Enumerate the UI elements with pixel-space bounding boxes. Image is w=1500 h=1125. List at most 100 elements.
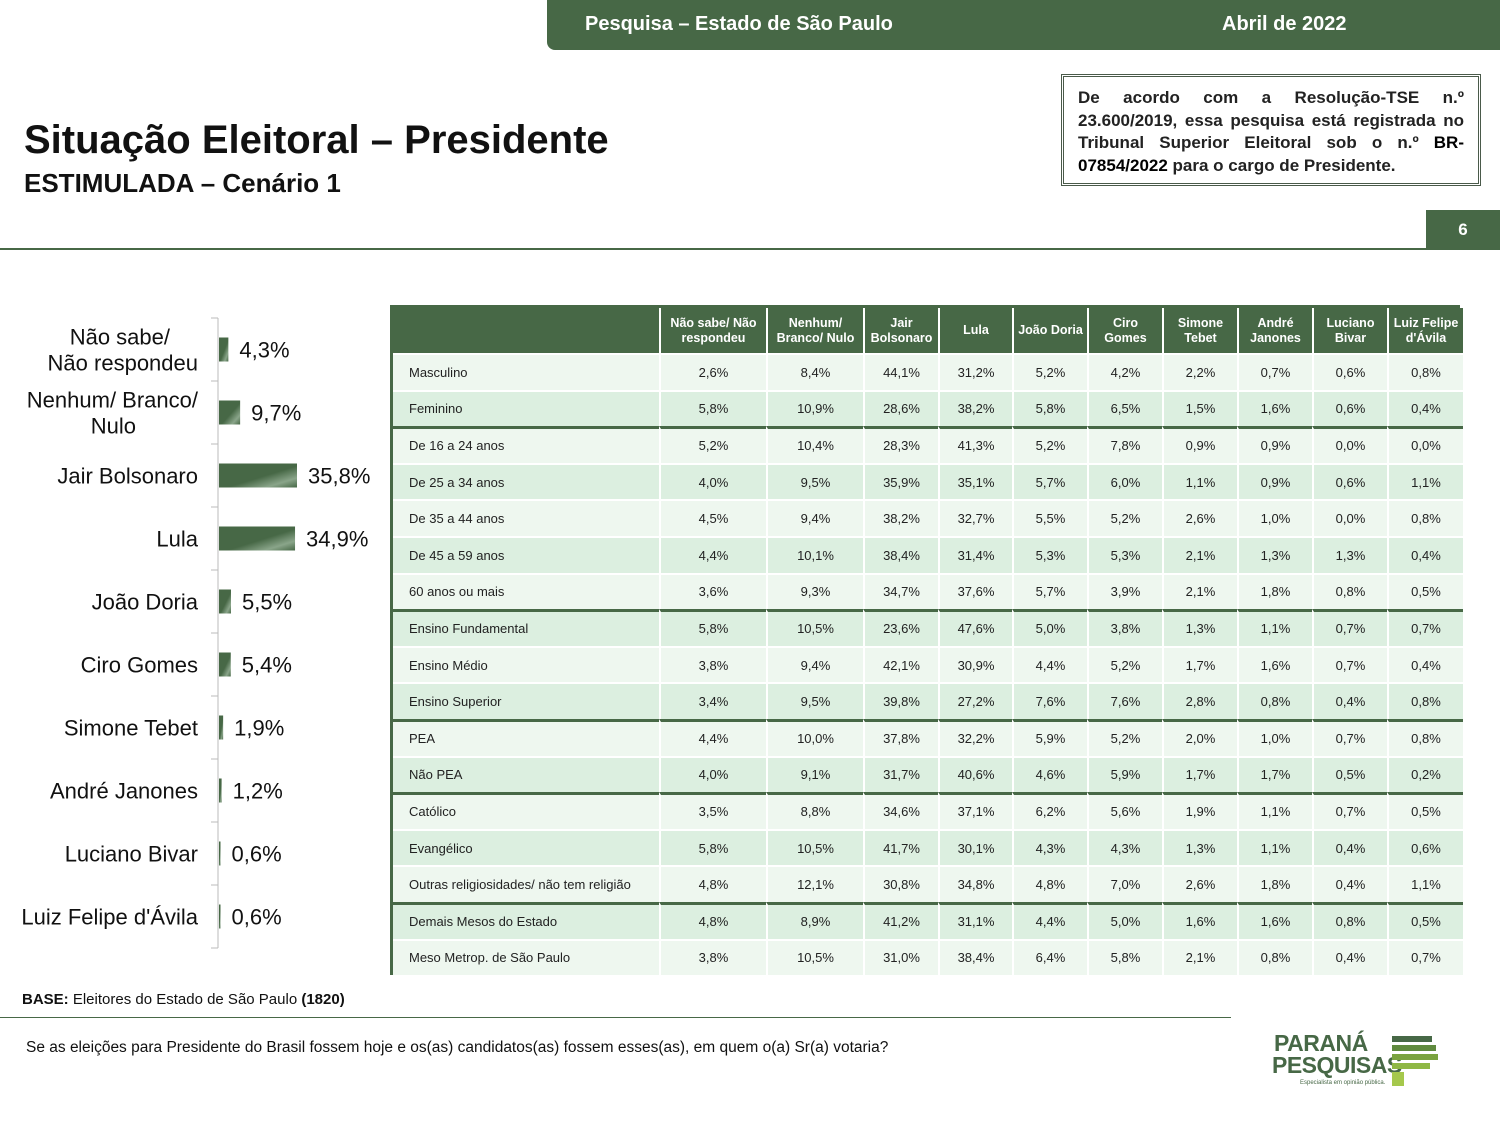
table-cell: 5,3% [1012,535,1087,573]
column-header-line: Nenhum/ [788,315,843,330]
table-cell: 7,0% [1087,865,1162,902]
survey-title: Pesquisa – Estado de São Paulo [585,13,893,35]
table-cell: 32,7% [938,499,1012,536]
table-cell: 35,9% [863,462,938,500]
chart-value-label: 35,8% [308,464,370,489]
column-header-line: respondeu [681,330,746,345]
table-cell: 41,7% [863,828,938,866]
table-cell: 0,8% [1237,938,1312,976]
column-header-line: Bolsonaro [870,330,933,345]
table-cell: 5,2% [1087,499,1162,536]
table-cell: 1,1% [1387,865,1463,902]
table-cell: 47,6% [938,609,1012,646]
row-label: 60 anos ou mais [393,572,659,610]
chart-category-label: Nenhum/ Branco/ [27,388,199,413]
table-cell: 1,3% [1237,535,1312,573]
table-cell: 1,5% [1162,389,1237,427]
page-title: Situação Eleitoral – Presidente [24,118,609,162]
table-cell: 5,8% [1087,938,1162,976]
table-cell: 0,4% [1387,389,1463,427]
table-cell: 5,2% [1012,426,1087,463]
table-row: Outras religiosidades/ não tem religião 4… [393,865,1463,902]
table-cell: 4,8% [659,901,766,939]
table-cell: 10,9% [766,389,863,427]
table-cell: 1,1% [1237,609,1312,646]
table-cell: 34,6% [863,792,938,829]
chart-value-label: 0,6% [232,842,282,867]
table-cell: 31,4% [938,535,1012,573]
column-header-line: Não sabe/ Não [670,315,757,330]
logo-line-2: PESQUISAS [1272,1052,1402,1078]
table-cell: 3,8% [1087,609,1162,646]
table-cell: 6,5% [1087,389,1162,427]
table-cell: 1,7% [1237,755,1312,793]
chart-category-label: Lula [156,527,198,552]
table-cell: 1,8% [1237,572,1312,610]
column-header-line: Luciano [1326,315,1375,330]
tse-text-1: De acordo com a Resolução-TSE n.º 23.600… [1078,88,1464,152]
table-cell: 1,6% [1237,645,1312,683]
table-row: De 35 a 44 anos 4,5% 9,4% 38,2% 32,7% 5,5% 5,2… [393,499,1463,536]
table-cell: 2,1% [1162,938,1237,976]
chart-category-label: Simone Tebet [64,716,198,741]
table-cell: 30,8% [863,865,938,902]
table-cell: 30,9% [938,645,1012,683]
chart-category-label: Luiz Felipe d'Ávila [21,905,198,930]
table-cell: 5,8% [1012,389,1087,427]
column-header-line: Gomes [1104,330,1147,345]
tse-number: BR-07854/2022 [1078,133,1464,175]
chart-category-label: André Janones [50,779,198,804]
row-label: De 45 a 59 anos [393,535,659,573]
table-row: De 25 a 34 anos 4,0% 9,5% 35,9% 35,1% 5,7% 6,0… [393,462,1463,500]
table-cell: 12,1% [766,865,863,902]
table-cell: 2,8% [1162,682,1237,719]
table-cell: 9,4% [766,645,863,683]
table-cell: 10,1% [766,535,863,573]
chart-bar [219,526,296,551]
table-cell: 2,1% [1162,535,1237,573]
tse-registration-box: De acordo com a Resolução-TSE n.º 23.600… [1061,74,1481,186]
chart-bar [219,337,229,362]
table-cell: 4,4% [659,535,766,573]
table-cell: 5,9% [1012,718,1087,756]
table-cell: 34,7% [863,572,938,610]
table-cell: 40,6% [938,755,1012,793]
table-cell: 4,8% [659,865,766,902]
base-text: Eleitores do Estado de São Paulo [68,991,302,1008]
table-row: Meso Metrop. de São Paulo 3,8% 10,5% 31,0% 3… [393,938,1463,976]
table-cell: 41,2% [863,901,938,939]
table-cell: 4,3% [1012,828,1087,866]
header-divider [0,248,1500,250]
crosstab-table-container: Não sabe/ Não respondeu Nenhum/Branco/ Nul… [390,305,1463,976]
table-cell: 4,4% [1012,901,1087,939]
chart-bar [219,904,221,929]
table-row: Feminino 5,8% 10,9% 28,6% 38,2% 5,8% 6,5% 1,5% 1… [393,389,1463,427]
chart-bar [219,652,231,677]
table-cell: 3,5% [659,792,766,829]
page-subtitle: ESTIMULADA – Cenário 1 [24,168,341,198]
chart-category-label: Não sabe/ [70,325,171,350]
table-cell: 5,0% [1087,901,1162,939]
table-cell: 0,7% [1312,645,1387,683]
table-cell: 4,6% [1012,755,1087,793]
table-row: Ensino Médio 3,8% 9,4% 42,1% 30,9% 4,4% 5,2% 1,… [393,645,1463,683]
table-cell: 10,0% [766,718,863,756]
table-cell: 1,6% [1237,901,1312,939]
table-cell: 1,1% [1237,792,1312,829]
table-cell: 5,6% [1087,792,1162,829]
table-cell: 28,6% [863,389,938,427]
table-cell: 0,6% [1387,828,1463,866]
table-cell: 41,3% [938,426,1012,463]
tse-text-2: para o cargo de Presidente. [1167,155,1396,175]
table-row: Demais Mesos do Estado 4,8% 8,9% 41,2% 31,1%… [393,901,1463,939]
table-row: Masculino 2,6% 8,4% 44,1% 31,2% 5,2% 4,2% 2,2% 0… [393,353,1463,390]
chart-bar [219,589,231,614]
table-cell: 31,7% [863,755,938,793]
column-header-line: Bivar [1334,330,1367,345]
chart-value-label: 5,4% [242,653,292,678]
table-cell: 1,7% [1162,645,1237,683]
column-header-line: Tebet [1184,330,1217,345]
base-note: BASE: Eleitores do Estado de São Paulo (… [22,991,345,1008]
row-label: Católico [393,792,659,829]
table-row: PEA 4,4% 10,0% 37,8% 32,2% 5,9% 5,2% 2,0% 1,0% 0,… [393,718,1463,756]
